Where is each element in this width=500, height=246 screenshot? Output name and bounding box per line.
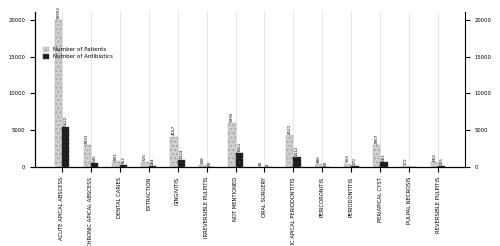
Bar [402,166,409,167]
Text: 30: 30 [259,161,263,166]
Bar [200,165,206,167]
Bar [112,161,119,167]
Bar [120,165,127,167]
Text: 655: 655 [432,154,436,161]
Text: 60: 60 [208,160,212,166]
Bar [84,145,90,167]
Bar [62,127,69,167]
Bar [170,137,177,167]
Bar [178,160,185,167]
Text: 1412: 1412 [295,146,299,156]
Text: 19902: 19902 [56,6,60,19]
Legend: Number of Patients, Number of Antibiotics: Number of Patients, Number of Antibiotic… [42,46,114,61]
Bar [344,164,352,167]
Bar [142,162,148,167]
Bar [380,162,388,167]
Text: 545: 545 [92,154,96,162]
Bar [228,123,235,167]
Text: 60: 60 [324,160,328,166]
Text: 725: 725 [143,153,147,161]
Text: 4167: 4167 [172,125,176,135]
Text: 386: 386 [317,155,321,163]
Bar [431,162,438,167]
Text: 5422: 5422 [64,116,68,126]
Bar [438,166,446,167]
Bar [352,166,358,167]
Text: 172: 172 [404,157,407,165]
Bar [236,153,243,167]
Text: 184: 184 [150,157,154,165]
Bar [90,163,98,167]
Text: 801: 801 [114,153,118,160]
Bar [148,166,156,167]
Text: 1961: 1961 [237,141,241,152]
Text: 2967: 2967 [374,134,378,144]
Bar [286,135,294,167]
Text: 4321: 4321 [288,124,292,134]
Text: 1024: 1024 [179,148,183,159]
Text: 348: 348 [201,156,205,164]
Text: 205: 205 [440,157,444,165]
Text: 4: 4 [266,164,270,166]
Bar [373,145,380,167]
Text: 503: 503 [346,154,350,162]
Text: 5995: 5995 [230,111,234,122]
Bar [294,157,300,167]
Bar [315,164,322,167]
Text: 352: 352 [122,156,126,164]
Text: 681: 681 [382,154,386,161]
Text: 170: 170 [353,157,357,165]
Text: 2991: 2991 [85,134,89,144]
Bar [54,20,62,167]
